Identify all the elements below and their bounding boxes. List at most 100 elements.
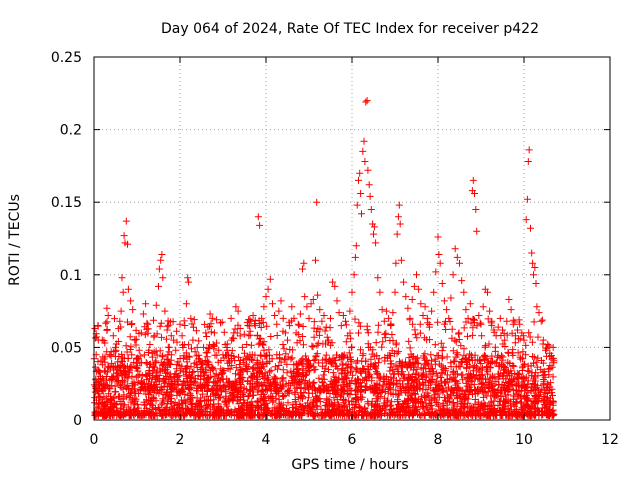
data-point (376, 410, 384, 418)
data-point (103, 326, 111, 334)
data-point (488, 387, 496, 395)
data-point (329, 278, 337, 286)
data-point (203, 348, 211, 356)
data-point (374, 359, 382, 367)
data-point (355, 319, 363, 327)
data-point (309, 398, 317, 406)
data-point (474, 398, 482, 406)
data-point (247, 341, 255, 349)
data-point (214, 400, 222, 408)
data-point (465, 391, 473, 399)
data-point (207, 373, 215, 381)
data-point (301, 293, 309, 301)
data-point (348, 364, 356, 372)
data-point (240, 399, 248, 407)
data-point (299, 265, 306, 273)
data-point (177, 386, 185, 394)
data-point (331, 282, 339, 290)
data-point (549, 343, 557, 351)
data-point (303, 371, 310, 379)
data-point (108, 359, 116, 367)
data-point (456, 259, 463, 267)
data-point (282, 350, 290, 358)
data-point (206, 411, 214, 419)
data-point (267, 333, 275, 340)
data-point (517, 355, 525, 363)
data-point (349, 371, 357, 379)
data-point (493, 359, 501, 367)
data-point (334, 388, 342, 396)
data-point (147, 410, 155, 418)
data-point (504, 348, 512, 356)
data-point (178, 332, 186, 340)
data-point (159, 352, 167, 360)
data-point (393, 365, 401, 373)
data-point (481, 352, 489, 360)
data-point (535, 309, 543, 317)
data-point (305, 314, 313, 322)
data-point (488, 317, 496, 325)
data-point (416, 329, 424, 337)
data-point (359, 350, 367, 358)
data-point (243, 341, 251, 348)
data-point (343, 374, 351, 382)
data-point (439, 366, 447, 374)
data-point (463, 373, 471, 381)
data-point (457, 342, 465, 350)
data-point (143, 376, 151, 384)
y-tick-label: 0.05 (51, 340, 82, 356)
data-point (96, 368, 104, 376)
data-point (190, 323, 197, 331)
data-point (125, 403, 133, 411)
data-point (171, 374, 179, 382)
data-point (277, 407, 285, 415)
data-point (421, 303, 429, 311)
data-point (189, 336, 197, 344)
data-point (319, 356, 327, 364)
data-point (112, 343, 119, 351)
data-point (372, 339, 380, 347)
data-point (446, 376, 454, 384)
data-point (166, 318, 174, 326)
data-point (445, 407, 453, 415)
data-point (245, 332, 253, 340)
data-point (363, 383, 371, 390)
data-point (153, 351, 161, 359)
data-point (284, 386, 292, 394)
data-point (371, 402, 379, 410)
data-point (466, 300, 474, 308)
data-point (442, 379, 449, 387)
data-point (505, 296, 513, 303)
data-point (157, 401, 165, 409)
data-point (249, 406, 257, 414)
data-point (517, 399, 525, 407)
data-point (411, 330, 419, 338)
data-point (445, 314, 453, 322)
data-point (365, 344, 373, 351)
data-point (217, 412, 225, 420)
data-point (344, 332, 352, 340)
data-point (539, 336, 547, 344)
data-point (524, 377, 532, 385)
data-point (127, 343, 135, 351)
data-point (119, 288, 127, 296)
data-point (451, 357, 459, 365)
data-point (530, 399, 538, 407)
data-point (450, 358, 458, 366)
data-point (541, 401, 549, 409)
data-point (114, 393, 122, 401)
data-point (165, 343, 173, 351)
data-point (322, 351, 330, 359)
data-point (538, 316, 546, 324)
data-point (549, 399, 557, 407)
data-point (114, 358, 122, 366)
data-point (191, 348, 199, 356)
data-point (400, 278, 408, 286)
data-point (538, 385, 546, 393)
data-point (499, 375, 507, 383)
data-point (238, 343, 246, 351)
data-point (527, 387, 535, 394)
data-point (385, 314, 393, 322)
data-point (174, 401, 182, 409)
